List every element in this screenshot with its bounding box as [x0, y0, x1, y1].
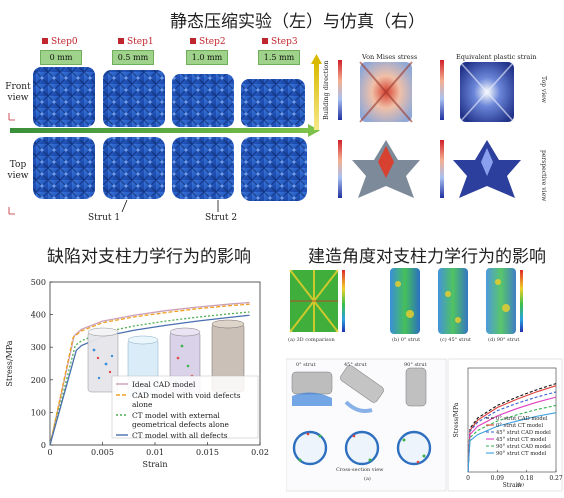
step1-marker [118, 38, 124, 44]
legend-label-1: Ideal CAD model [132, 380, 196, 389]
angle-legend-label-5: 90° strut CAD model [496, 444, 551, 450]
step0-marker [42, 38, 48, 44]
legend-box [111, 375, 259, 439]
defect-chart-legend: Ideal CAD model CAD model with void defec… [111, 375, 259, 440]
strut90-label: 90° strut [404, 362, 427, 368]
strut1-label: Strut 1 [88, 213, 121, 223]
building-direction-label: Building direction [322, 60, 330, 120]
angle-legend-label-6: 90° strut CT model [496, 451, 547, 457]
angle-series-line-2 [467, 385, 557, 473]
angle-legend-label-2: 0° strut CT model [496, 423, 543, 429]
x-tick-label: 0.01 [146, 448, 164, 457]
cross-section-label: Cross-section view [336, 467, 384, 473]
x-tick-label: 0.27 [549, 475, 563, 482]
step2-displacement: 1.0 mm [186, 50, 228, 65]
angle-legend-label-4: 45° strut CT model [496, 437, 547, 443]
legend-label-4: CT model with all defects [132, 431, 228, 440]
front-view-label: Front view [5, 82, 31, 103]
angle-legend-label-1: 0° strut CAD model [496, 416, 548, 422]
panel-b-label: (b) [517, 482, 525, 488]
defect-title: 缺陷对支柱力学行为的影响 [47, 247, 251, 267]
angle-label-b: (b) 0° strut [392, 337, 421, 343]
step0-displacement: 0 mm [40, 50, 82, 65]
step2-label: Step2 [190, 37, 226, 47]
y-tick-label: 500 [31, 278, 46, 287]
y-tick-label: 400 [31, 311, 46, 320]
angle-chart-frame [467, 367, 557, 473]
x-tick-label: 0.18 [520, 475, 534, 482]
angle-series-line-6 [467, 412, 557, 473]
legend-label-2: CAD model with void defects [132, 391, 241, 400]
simulation-panel [334, 52, 564, 227]
top-view-label: Top view [7, 160, 29, 181]
panel-a-label: (a) [364, 476, 371, 482]
angle-label-d: (d) 90° strut [488, 337, 520, 343]
angle-title: 建造角度对支柱力学行为的影响 [308, 247, 546, 267]
x-tick-label: 0.09 [491, 475, 505, 482]
strut2-label: Strut 2 [205, 213, 238, 223]
angle-label-c: (c) 45° strut [440, 337, 471, 343]
y-tick-label: 300 [31, 343, 46, 352]
angle-label-a: (a) 3D comparison [288, 337, 335, 343]
step0-text: Step0 [51, 37, 78, 47]
step3-marker [262, 38, 268, 44]
step1-displacement: 0.5 mm [112, 50, 154, 65]
y-tick-label: 200 [31, 376, 46, 385]
angle-series-line-1 [467, 383, 557, 473]
angle-chart-axes: 0 0.09 0.18 0.27 Strain Stress/MPa [453, 367, 563, 489]
x-tick-label: 0.015 [196, 448, 219, 457]
angle-figure: 0 0.09 0.18 0.27 Strain Stress/MPa 0° strut C… [286, 268, 563, 492]
plastic-strain-title: Equivalent plastic strain [456, 53, 537, 61]
legend-label-3-cont: geometrical defects alone [132, 420, 229, 429]
angle-series-line-4 [467, 396, 557, 473]
defect-chart-series [49, 301, 250, 446]
strut0-label: 0° strut [296, 362, 316, 368]
y-tick-label: 0 [41, 441, 46, 450]
y-axis-label: Stress/MPa [453, 402, 460, 437]
x-tick-label: 0 [466, 475, 470, 482]
strut45-label: 45° strut [344, 362, 367, 368]
step0-label: Step0 [42, 37, 78, 47]
step3-text: Step3 [271, 37, 298, 47]
x-tick-label: 0.02 [251, 448, 269, 457]
defect-chart-axes: 0 100 200 300 400 500 0 0.005 0.01 0.015 0.02 Strai… [5, 278, 269, 469]
step1-label: Step1 [118, 37, 154, 47]
angle-legend-label-3: 45° strut CAD model [496, 430, 551, 436]
series-line-1 [49, 301, 250, 446]
y-axis-label: Stress/MPa [5, 340, 14, 386]
front-view-lattices [33, 67, 305, 127]
step3-displacement: 1.5 mm [258, 50, 300, 65]
lattice-experiment-figure [8, 52, 564, 227]
von-mises-title: Von Mises stress [362, 53, 418, 61]
x-tick-label: 0.005 [91, 448, 114, 457]
angle-chart-series [467, 383, 557, 473]
series-line-2 [49, 303, 250, 446]
step1-text: Step1 [127, 37, 154, 47]
step2-text: Step2 [199, 37, 226, 47]
top-title: 静态压缩实验（左）与仿真（右） [170, 12, 425, 32]
step3-label: Step3 [262, 37, 298, 47]
legend-label-2-cont: alone [132, 400, 152, 409]
y-tick-label: 100 [31, 408, 46, 417]
angle-series-line-5 [467, 404, 557, 473]
legend-label-3: CT model with external [132, 411, 221, 420]
series-line-3 [49, 311, 250, 446]
sim-perspective-label: perspective view [540, 150, 547, 202]
x-axis-label: Strain [503, 482, 522, 489]
top-view-lattices [33, 137, 307, 201]
x-axis-label: Strain [143, 460, 168, 469]
defect-chart: 0 100 200 300 400 500 0 0.005 0.01 0.015 0.02 Strai… [5, 278, 269, 469]
step2-marker [190, 38, 196, 44]
angle-series-line-3 [467, 391, 557, 473]
sim-top-view-label: Top view [540, 76, 547, 103]
series-line-4 [49, 314, 250, 446]
x-tick-label: 0 [47, 448, 52, 457]
